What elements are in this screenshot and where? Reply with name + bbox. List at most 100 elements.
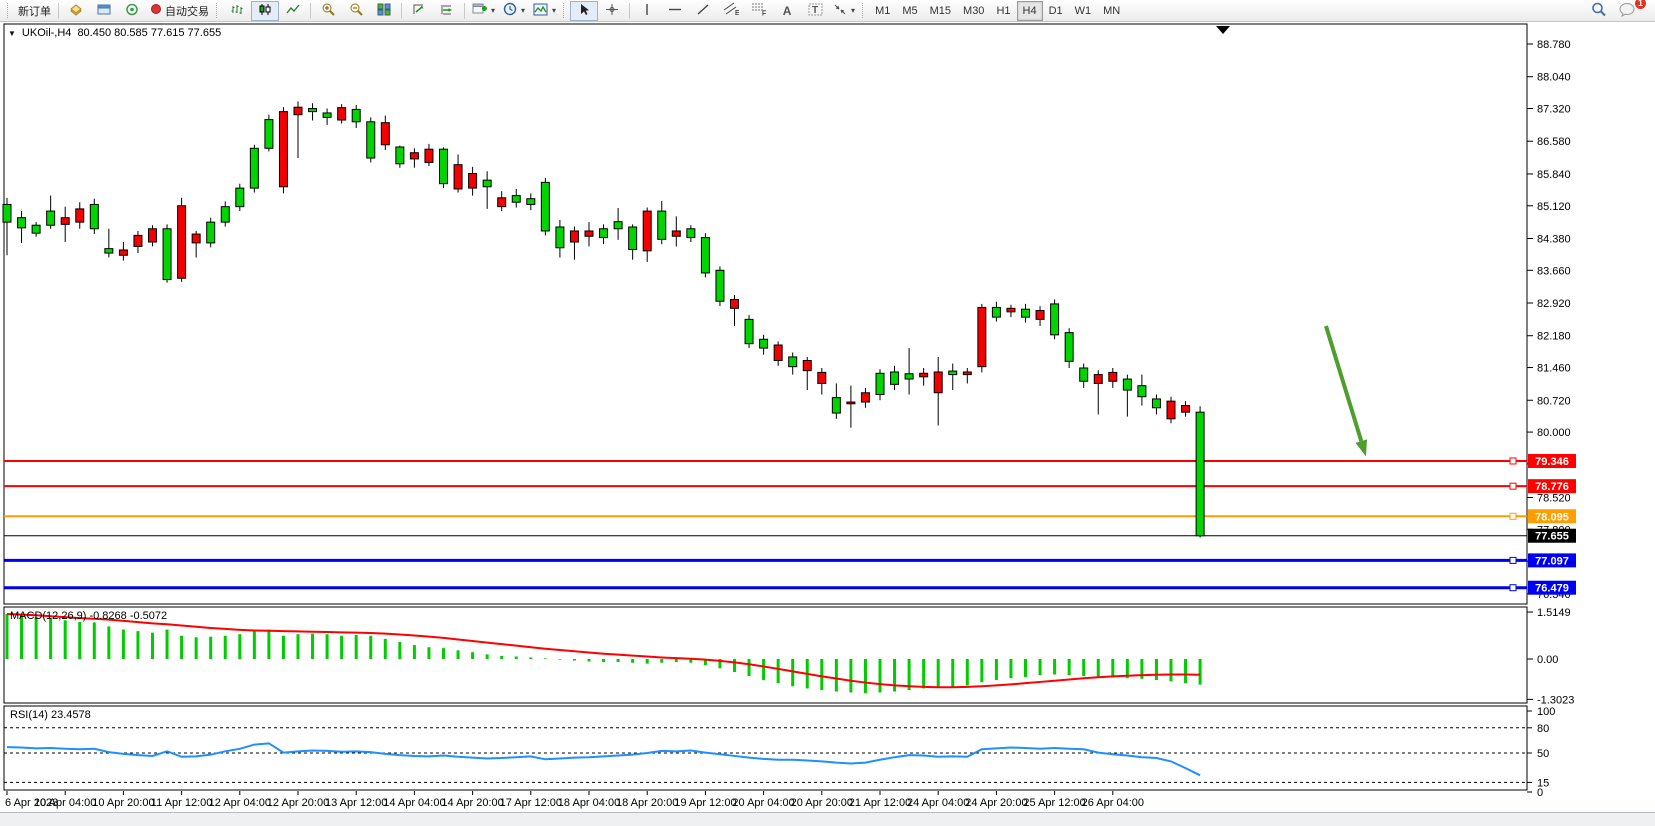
rsi-axis-tick-label: 80	[1537, 723, 1549, 735]
price-level-label-box	[1528, 479, 1576, 494]
line-handle[interactable]	[1509, 512, 1517, 520]
candle-body	[1035, 310, 1045, 320]
candle-body	[482, 179, 492, 188]
timeframe-button-d1[interactable]: D1	[1048, 4, 1063, 17]
macd-axis-tick-label: 1.5149	[1537, 607, 1571, 619]
candle-body	[1151, 398, 1161, 409]
time-axis-label: 19 Apr 12:00	[674, 797, 736, 809]
time-axis-label: 18 Apr 04:00	[558, 797, 620, 809]
signal-button[interactable]	[118, 1, 146, 21]
symbol-dropdown-icon[interactable]: ▼	[8, 28, 16, 38]
chart-shift-marker-icon[interactable]	[1216, 26, 1230, 34]
chat-icon	[1619, 2, 1636, 20]
line-handle[interactable]	[1509, 482, 1517, 490]
candle-body	[540, 181, 550, 232]
new-order-label: 新订单	[18, 5, 51, 18]
timeframe-button-w1[interactable]: W1	[1074, 4, 1092, 17]
price-axis-tick-label: 88.780	[1537, 39, 1571, 51]
tile-windows-icon	[377, 3, 391, 19]
candle-body	[962, 371, 972, 376]
candle-body	[46, 210, 56, 226]
auto-arrange-button[interactable]	[405, 1, 433, 21]
crosshair-button[interactable]	[598, 1, 626, 21]
align-chart-button[interactable]	[433, 1, 461, 21]
order-box-button[interactable]	[62, 1, 90, 21]
timeframe-button-m5[interactable]: M5	[902, 4, 918, 17]
candle-body	[497, 197, 507, 208]
candle-body	[700, 237, 710, 274]
search-button[interactable]	[1585, 1, 1613, 21]
line-handle[interactable]	[1509, 584, 1517, 592]
rsi-pane[interactable]	[3, 705, 1528, 791]
time-axis-label: 20 Apr 20:00	[791, 797, 853, 809]
price-axis-tick-label: 85.840	[1537, 169, 1571, 181]
line-chart-button[interactable]	[279, 1, 307, 21]
candle-body	[395, 146, 405, 165]
template-image-button[interactable]: ▾	[529, 1, 560, 21]
line-handle[interactable]	[1509, 556, 1517, 564]
new-order-button[interactable]: 新订单	[14, 1, 55, 21]
macd-signal-line	[6, 613, 1201, 689]
macd-pane[interactable]	[3, 606, 1528, 704]
bar-chart-button[interactable]	[223, 1, 251, 21]
terminal-window-button[interactable]	[90, 1, 118, 21]
candle-body	[1122, 378, 1132, 391]
toolbar-grip	[862, 3, 866, 18]
timeframe-button-m15[interactable]: M15	[929, 4, 952, 17]
arrow-objects-icon	[833, 3, 847, 19]
candle-body	[191, 233, 201, 244]
line-handle[interactable]	[1509, 457, 1517, 465]
timeframe-button-h4[interactable]: H4	[1016, 0, 1043, 21]
main-price-pane[interactable]	[3, 23, 1528, 605]
candle-body	[1093, 374, 1103, 384]
candle-body	[802, 359, 812, 372]
trend-arrow[interactable]	[1324, 325, 1364, 442]
timeframe-button-m30[interactable]: M30	[963, 4, 985, 17]
chart-title-bar: ▼ UKOil-,H4 80.450 80.585 77.615 77.655	[8, 27, 221, 39]
candle-body	[264, 119, 274, 149]
price-level-label: 78.776	[1535, 481, 1569, 493]
zoom-in-button[interactable]	[314, 1, 342, 21]
vertical-line-button[interactable]	[633, 1, 661, 21]
timeframe-button-h1[interactable]: H1	[996, 4, 1011, 17]
candle-body	[1021, 308, 1030, 318]
candle-body	[1166, 400, 1176, 420]
candle-body	[744, 318, 754, 345]
candle-body	[613, 221, 623, 230]
price-axis-tick-label: 80.000	[1537, 427, 1571, 439]
equidistant-channel-button[interactable]: E	[717, 1, 745, 21]
chat-button[interactable]: 1	[1613, 0, 1646, 21]
timeframe-toolbar: M1 M5 M15 M30 H1 H4 D1 W1 MN	[869, 0, 1126, 21]
time-axis-label: 12 Apr 04:00	[209, 797, 271, 809]
terminal-window-icon	[97, 3, 111, 19]
candle-body	[409, 152, 419, 160]
timeframe-button-m1[interactable]: M1	[875, 4, 891, 17]
price-level-label-box	[1528, 580, 1576, 595]
arrow-objects-button[interactable]: ▾	[829, 1, 859, 21]
rsi-axis-tick-label: 15	[1537, 777, 1549, 789]
candle-body	[89, 203, 99, 230]
autotrade-button[interactable]: 自动交易	[146, 1, 213, 21]
trendline-button[interactable]	[689, 1, 717, 21]
time-axis-label: 10 Apr 20:00	[92, 797, 154, 809]
fibonacci-button[interactable]: F	[745, 1, 773, 21]
cursor-button[interactable]	[570, 0, 599, 21]
period-clock-button[interactable]: ▾	[499, 1, 529, 21]
add-indicator-button[interactable]: ▾	[468, 1, 499, 21]
candlestick-chart-button[interactable]	[251, 0, 279, 21]
rsi-axis-tick-label: 100	[1537, 706, 1555, 718]
status-bar	[0, 812, 1655, 826]
zoom-out-button[interactable]	[342, 1, 370, 21]
candle-body	[293, 106, 303, 116]
tile-windows-button[interactable]	[370, 1, 398, 21]
text-icon: A	[782, 3, 792, 18]
text-button[interactable]: A	[773, 1, 801, 21]
cursor-icon	[578, 3, 590, 19]
candle-body	[773, 344, 783, 361]
candle-body	[118, 249, 128, 256]
horizontal-line-button[interactable]	[661, 1, 689, 21]
text-label-button[interactable]: T	[801, 1, 829, 21]
candle-body	[642, 210, 652, 252]
timeframe-button-mn[interactable]: MN	[1103, 4, 1121, 17]
